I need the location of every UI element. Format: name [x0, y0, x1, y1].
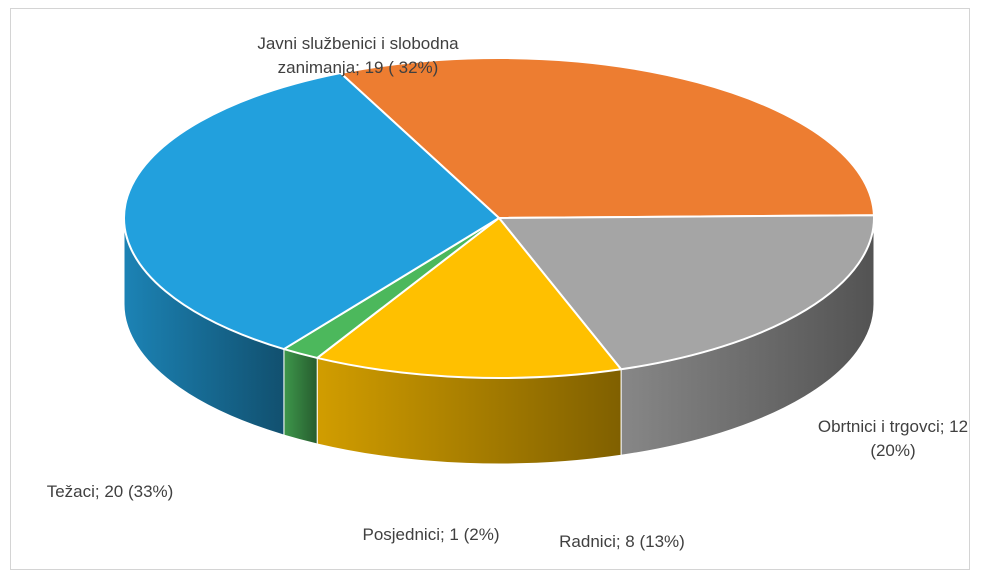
data-label-radnici: Radnici; 8 (13%)	[559, 532, 685, 551]
data-label-tezaci: Težaci; 20 (33%)	[47, 482, 174, 501]
pie-side-posjednici	[283, 348, 318, 445]
pie-slice-javni-sluzbenici-i-slobodna-zanimanja	[339, 57, 875, 219]
data-label-posjednici: Posjednici; 1 (2%)	[362, 525, 499, 544]
data-label-javni-sluzbenici-i-slobodna-zanimanja: Javni službenici i slobodna zanimanja; 19…	[257, 34, 459, 77]
pie-slice-tezaci	[123, 71, 500, 351]
data-label-obrtnici-i-trgovci: Obrtnici i trgovci; 12 (20%)	[818, 417, 968, 460]
pie-slice-radnici	[316, 217, 623, 379]
pie-slice-obrtnici-i-trgovci	[498, 214, 875, 371]
